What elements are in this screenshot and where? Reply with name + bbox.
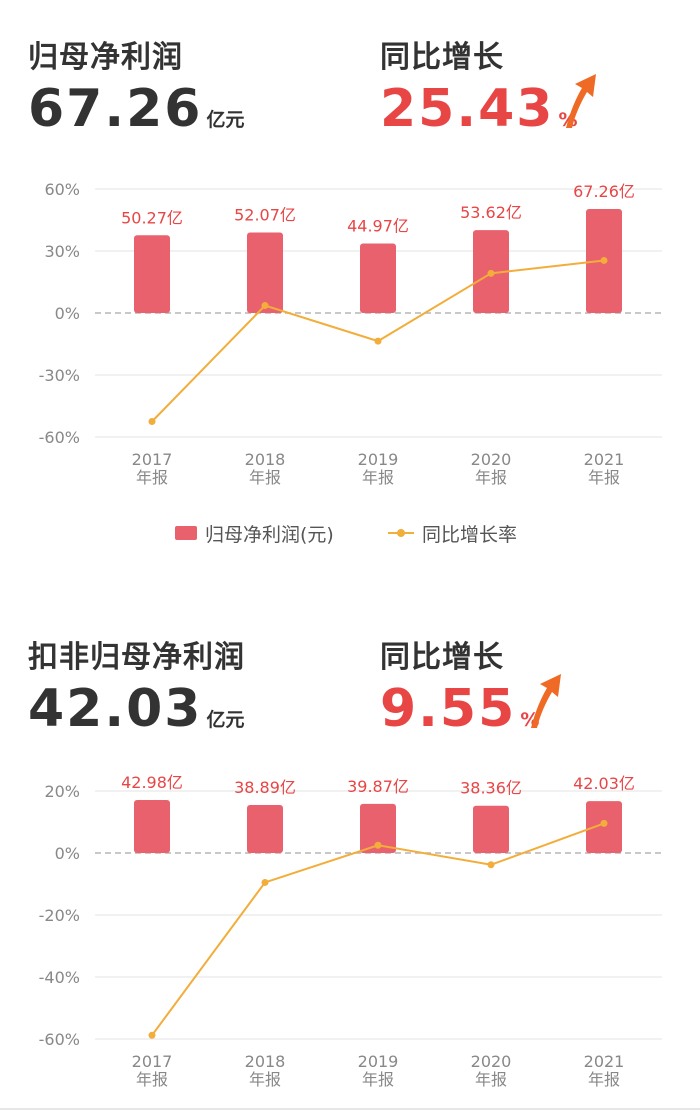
y-tick-label: 0% bbox=[55, 304, 80, 323]
y-tick-label: 30% bbox=[44, 242, 80, 261]
growth-point bbox=[261, 878, 269, 886]
bar-value-label: 42.98亿 bbox=[121, 773, 183, 792]
growth-point bbox=[374, 841, 382, 849]
x-category-label: 2021 年报 bbox=[584, 450, 625, 487]
net-profit-number: 67.26 bbox=[28, 79, 203, 139]
legend-item-line: 同比增长率 bbox=[388, 518, 517, 548]
x-category-label: 2020 年报 bbox=[471, 450, 512, 487]
net-profit-value: 67.26 亿元 bbox=[28, 83, 245, 135]
bar-value-label: 67.26亿 bbox=[573, 182, 635, 201]
bar bbox=[134, 800, 170, 853]
net-profit-growth-number: 25.43 bbox=[380, 79, 555, 139]
legend-line-label: 同比增长率 bbox=[422, 523, 518, 546]
growth-point bbox=[374, 337, 382, 345]
bar bbox=[360, 243, 396, 313]
growth-point bbox=[148, 418, 156, 425]
y-tick-label: 60% bbox=[44, 180, 80, 199]
net-profit-growth-value: 25.43% bbox=[380, 83, 578, 135]
x-category-label: 2018 年报 bbox=[245, 450, 286, 487]
y-tick-label: -60% bbox=[39, 428, 80, 447]
bar-value-label: 42.03亿 bbox=[573, 774, 635, 793]
bar-value-label: 50.27亿 bbox=[121, 208, 183, 227]
chart-legend: 归母净利润(元) 同比增长率 bbox=[0, 518, 700, 548]
x-category-label: 2020 年报 bbox=[471, 1052, 512, 1089]
deducted-profit-chart: 20% 0% -20% -40% -60% 42.98亿 38.89亿 39.87亿 38.36… bbox=[39, 773, 662, 1089]
net-profit-growth-title: 同比增长 bbox=[380, 40, 504, 75]
deducted-profit-unit: 亿元 bbox=[206, 709, 245, 731]
legend-bar-label: 归母净利润(元) bbox=[205, 523, 334, 546]
x-category-label: 2017 年报 bbox=[132, 1052, 173, 1089]
net-profit-title: 归母净利润 bbox=[28, 40, 183, 75]
y-tick-label: -30% bbox=[39, 366, 80, 385]
x-category-label: 2019 年报 bbox=[358, 450, 399, 487]
bar bbox=[586, 801, 622, 853]
bar-value-label: 38.89亿 bbox=[234, 778, 296, 797]
up-arrow-icon bbox=[531, 674, 561, 728]
deducted-profit-growth-number: 9.55 bbox=[380, 679, 517, 739]
growth-point bbox=[261, 302, 269, 310]
y-tick-label: -20% bbox=[39, 906, 80, 925]
deducted-net-profit-section: 扣非归母净利润 42.03 亿元 同比增长 9.55% 20% 0% -20% -40%… bbox=[0, 600, 700, 1115]
legend-item-bar: 归母净利润(元) bbox=[175, 518, 334, 548]
bar bbox=[473, 805, 509, 853]
growth-line bbox=[151, 822, 605, 1036]
x-category-label: 2018 年报 bbox=[245, 1052, 286, 1089]
growth-point bbox=[600, 256, 608, 264]
bar-value-label: 38.36亿 bbox=[460, 779, 522, 798]
bar-value-label: 39.87亿 bbox=[347, 777, 409, 796]
x-category-label: 2017 年报 bbox=[132, 450, 173, 487]
up-arrow-icon bbox=[566, 74, 596, 128]
bar bbox=[247, 232, 283, 313]
growth-point bbox=[600, 819, 608, 827]
legend-line-swatch bbox=[388, 526, 414, 540]
net-profit-unit: 亿元 bbox=[206, 109, 245, 131]
y-tick-label: -40% bbox=[39, 968, 80, 987]
deducted-profit-growth-title: 同比增长 bbox=[380, 640, 504, 675]
bar bbox=[247, 805, 283, 853]
bar-value-label: 44.97亿 bbox=[347, 216, 409, 235]
growth-point bbox=[487, 269, 495, 277]
y-tick-label: 0% bbox=[55, 844, 80, 863]
legend-bar-swatch bbox=[175, 526, 197, 540]
net-profit-section: 归母净利润 67.26 亿元 同比增长 25.43% 60% 30% 0% -30% -6… bbox=[0, 40, 700, 548]
growth-point bbox=[148, 1031, 156, 1039]
x-category-label: 2019 年报 bbox=[358, 1052, 399, 1089]
growth-point bbox=[487, 861, 495, 869]
deducted-profit-title: 扣非归母净利润 bbox=[28, 640, 245, 675]
x-category-label: 2021 年报 bbox=[584, 1052, 625, 1089]
y-tick-label: 20% bbox=[44, 782, 80, 801]
bottom-divider bbox=[0, 1108, 700, 1110]
bar-value-label: 52.07亿 bbox=[234, 205, 296, 224]
bar bbox=[134, 235, 170, 313]
deducted-profit-number: 42.03 bbox=[28, 679, 203, 739]
y-tick-label: -60% bbox=[39, 1030, 80, 1049]
bar-value-label: 53.62亿 bbox=[460, 203, 522, 222]
deducted-profit-value: 42.03 亿元 bbox=[28, 683, 245, 735]
bar bbox=[360, 803, 396, 853]
net-profit-chart: 60% 30% 0% -30% -60% 50.27亿 52.07亿 44.97亿 53.62亿… bbox=[39, 180, 662, 487]
